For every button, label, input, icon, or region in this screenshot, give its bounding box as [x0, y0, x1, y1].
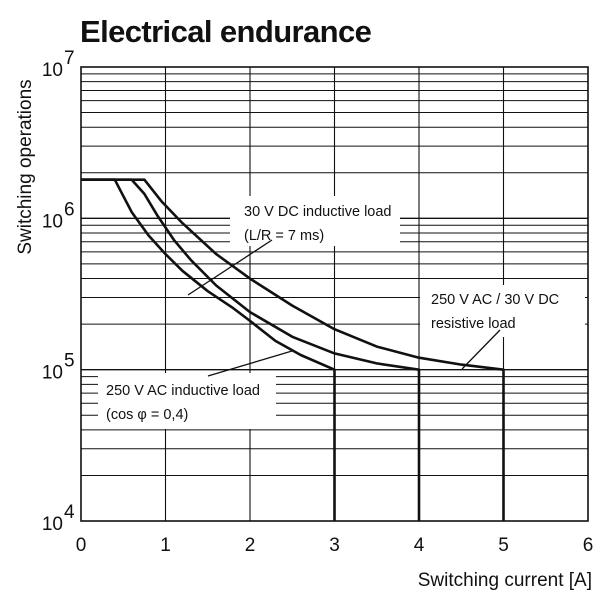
- annotation-text-dc-inductive: 30 V DC inductive load: [244, 204, 392, 220]
- plot-frame: [80, 66, 589, 522]
- annotation-text-ac-inductive: 250 V AC inductive load: [106, 383, 260, 399]
- series-line-ac-inductive: [81, 178, 336, 521]
- leader-lines: [187, 239, 501, 377]
- annotation-box: [230, 196, 400, 246]
- y-axis-label: Switching operations: [15, 79, 36, 254]
- annotation-box: [420, 285, 585, 337]
- x-tick-label: 2: [245, 535, 256, 556]
- annotation-text-ac-inductive: (cos φ = 0,4): [106, 407, 188, 423]
- y-tick-exponent: 7: [64, 48, 75, 69]
- annotation-text-dc-inductive: (L/R = 7 ms): [244, 228, 324, 244]
- annotation-backgrounds: [98, 196, 585, 429]
- leader-line-ac-inductive: [207, 350, 293, 377]
- y-tick-label: 10: [42, 514, 63, 535]
- x-tick-label: 3: [329, 535, 340, 556]
- series-line-dc-inductive: [81, 178, 421, 521]
- y-tick-label: 10: [42, 211, 63, 232]
- annotation-text-ac-dc-resistive: resistive load: [431, 316, 516, 332]
- x-tick-label: 5: [498, 535, 509, 556]
- y-tick-label: 10: [42, 60, 63, 81]
- x-tick-label: 4: [414, 535, 425, 556]
- x-tick-label: 0: [76, 535, 87, 556]
- chart-title: Electrical endurance: [80, 14, 372, 49]
- leader-line-ac-dc-resistive: [461, 329, 501, 370]
- y-tick-label: 10: [42, 363, 63, 384]
- annotation-box: [98, 373, 276, 429]
- y-tick-exponent: 6: [64, 199, 75, 220]
- series-line-ac-dc-resistive: [81, 178, 505, 521]
- x-axis-label: Switching current [A]: [418, 570, 592, 591]
- x-tick-label: 1: [160, 535, 171, 556]
- annotation-text-ac-dc-resistive: 250 V AC / 30 V DC: [431, 292, 559, 308]
- series-lines: [81, 178, 505, 521]
- y-tick-exponent: 5: [64, 351, 75, 372]
- y-tick-exponent: 4: [64, 502, 75, 523]
- leader-line-dc-inductive: [187, 239, 273, 296]
- x-tick-label: 6: [583, 535, 594, 556]
- annotations: 30 V DC inductive load (L/R = 7 ms) 250 V …: [106, 204, 559, 423]
